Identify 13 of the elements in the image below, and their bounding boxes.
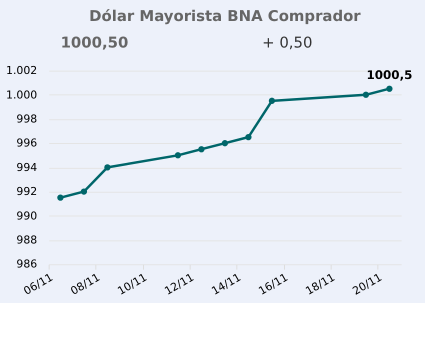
y-tick-label: 986: [16, 258, 38, 271]
y-tick-label: 990: [16, 209, 38, 222]
y-tick-label: 988: [16, 233, 38, 246]
text: + 0,50: [262, 34, 312, 52]
annotation: 1000,5: [366, 68, 412, 82]
y-tick-label: 992: [16, 185, 38, 198]
y-tick-label: 996: [16, 136, 38, 150]
y-tick-label: 994: [16, 160, 38, 174]
chart-subtitle: 1000,50: [60, 34, 128, 52]
y-tick-label: 1.000: [6, 88, 38, 102]
y-tick-label: 998: [16, 112, 38, 126]
y-tick-label: 1.002: [6, 64, 38, 78]
chart-title: Dólar Mayorista BNA Comprador: [89, 6, 362, 25]
